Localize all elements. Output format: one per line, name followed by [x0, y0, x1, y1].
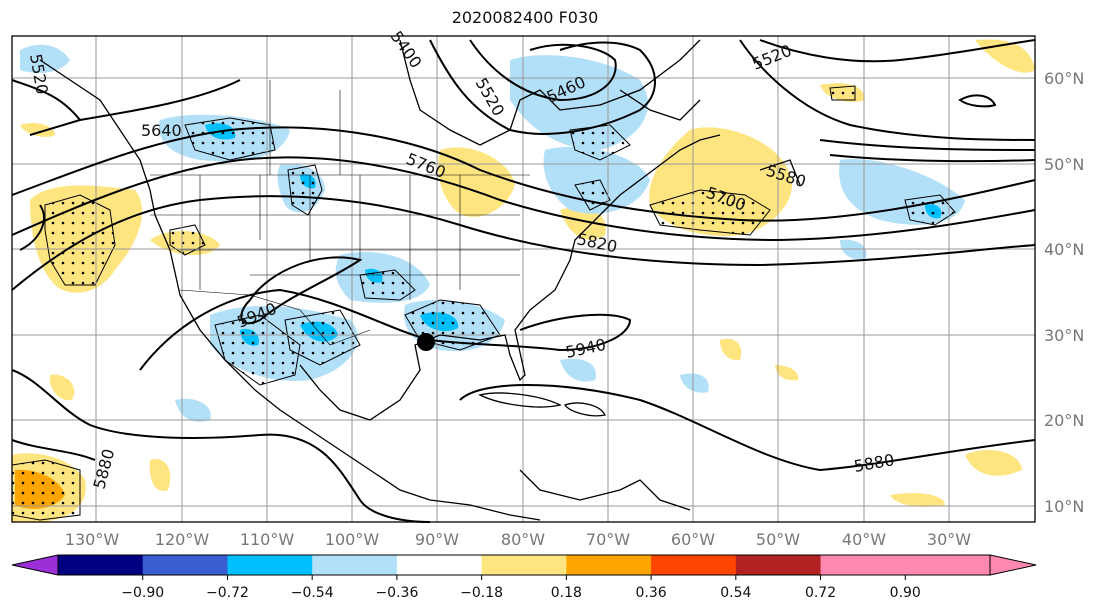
colorbar-segment: [905, 555, 991, 575]
colorbar-tick-label: 0.72: [805, 585, 836, 601]
colorbar-extend-min: [11, 554, 59, 576]
coastlines: [39, 39, 801, 521]
colorbar-tick-label: −0.72: [206, 585, 249, 601]
lat-label: 10°N: [1044, 497, 1084, 516]
colorbar-segment: [396, 555, 483, 575]
lat-label: 40°N: [1044, 240, 1084, 259]
colorbar-segment: [312, 555, 398, 575]
political-borders: [150, 80, 530, 346]
colorbar-segment: [820, 555, 906, 575]
lat-label: 60°N: [1044, 69, 1084, 88]
map-frame: [11, 35, 1036, 523]
colorbar-tick-label: 0.54: [720, 585, 751, 601]
colorbar-segment: [142, 555, 228, 575]
lon-label: 120°W: [155, 530, 210, 549]
colorbar-segment: [481, 555, 567, 575]
lat-label: 20°N: [1044, 411, 1084, 430]
colorbar-outline: [57, 554, 991, 576]
colorbar-segment: [735, 555, 822, 575]
contour-label: 5640: [141, 121, 182, 140]
longitude-labels: 130°W 120°W 110°W 100°W 90°W 80°W 70°W 6…: [65, 530, 971, 549]
colorbar-ticks: −0.90 −0.72 −0.54 −0.36 −0.18 0.18 0.36 0.54 0.7…: [121, 575, 921, 601]
colorbar-tick-label: −0.54: [291, 585, 334, 601]
latitude-labels: 60°N 50°N 40°N 30°N 20°N 10°N: [1044, 69, 1084, 516]
colorbar-tick-label: −0.18: [460, 585, 503, 601]
colorbar-tick-label: 0.18: [551, 585, 582, 601]
lon-label: 30°W: [927, 530, 971, 549]
colorbar: [11, 554, 1037, 576]
significance-stipple: [11, 85, 956, 521]
lat-label: 50°N: [1044, 155, 1084, 174]
height-contours: [11, 39, 1036, 523]
lon-label: 60°W: [671, 530, 715, 549]
lon-label: 130°W: [65, 530, 120, 549]
lon-label: 50°W: [756, 530, 800, 549]
storm-center-marker: [417, 333, 435, 351]
colorbar-segment: [58, 555, 144, 575]
colorbar-segment: [227, 555, 313, 575]
colorbar-segment: [566, 555, 652, 575]
colorbar-segment: [651, 555, 737, 575]
colorbar-tick-label: −0.90: [121, 585, 164, 601]
lon-label: 110°W: [240, 530, 295, 549]
lon-label: 90°W: [415, 530, 459, 549]
colorbar-tick-label: −0.36: [375, 585, 418, 601]
map-title: 2020082400 F030: [451, 8, 599, 27]
lat-label: 30°N: [1044, 326, 1084, 345]
lat-lon-grid: [12, 36, 1035, 522]
colorbar-extend-max: [989, 554, 1037, 576]
colorbar-tick-label: 0.90: [890, 585, 921, 601]
lon-label: 100°W: [325, 530, 380, 549]
lon-label: 80°W: [501, 530, 545, 549]
colorbar-tick-label: 0.36: [636, 585, 667, 601]
lon-label: 70°W: [586, 530, 630, 549]
lon-label: 40°W: [842, 530, 886, 549]
